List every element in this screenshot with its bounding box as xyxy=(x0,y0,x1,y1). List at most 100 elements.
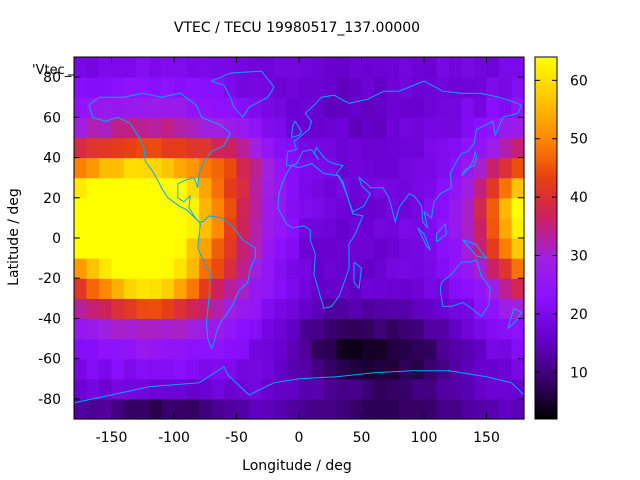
heatmap-cell xyxy=(211,57,225,78)
heatmap-cell xyxy=(274,238,288,259)
heatmap-cell xyxy=(211,197,225,219)
heatmap-cell xyxy=(211,358,225,380)
heatmap-cell xyxy=(436,57,450,78)
heatmap-cell xyxy=(224,358,238,380)
heatmap-cell xyxy=(386,137,400,159)
heatmap-cell xyxy=(299,117,313,139)
heatmap-cell xyxy=(361,358,375,380)
heatmap-cell xyxy=(261,117,275,139)
heatmap-cell xyxy=(386,217,400,239)
heatmap-cell xyxy=(286,77,300,98)
heatmap-cell xyxy=(424,298,438,320)
heatmap-cell xyxy=(286,318,300,340)
heatmap-cell xyxy=(461,398,475,420)
heatmap-cell xyxy=(349,157,363,179)
heatmap-cell xyxy=(161,197,175,219)
colorbar-tick-label: 50 xyxy=(570,132,588,148)
heatmap-cell xyxy=(186,137,200,159)
heatmap-cell xyxy=(86,117,100,139)
heatmap-cell xyxy=(161,157,175,179)
heatmap-cell xyxy=(199,238,213,259)
heatmap-cell xyxy=(311,318,325,340)
x-tick-label: -50 xyxy=(225,430,248,446)
heatmap-cell xyxy=(386,97,400,118)
heatmap-cell xyxy=(224,77,238,98)
heatmap-cell xyxy=(74,117,88,139)
heatmap-cell xyxy=(311,378,325,400)
heatmap-cell xyxy=(499,137,513,159)
heatmap-cell xyxy=(486,298,500,320)
heatmap-cell xyxy=(474,137,488,159)
heatmap-cell xyxy=(374,338,388,360)
heatmap-cell xyxy=(386,338,400,360)
heatmap-cell xyxy=(286,137,300,159)
heatmap-cell xyxy=(511,318,525,340)
heatmap-cell xyxy=(449,378,463,400)
heatmap-cell xyxy=(436,97,450,118)
heatmap-cell xyxy=(386,177,400,199)
heatmap-cell xyxy=(111,97,125,118)
heatmap-cell xyxy=(274,278,288,299)
heatmap-cell xyxy=(474,258,488,279)
heatmap-cell xyxy=(186,197,200,219)
heatmap-cell xyxy=(436,197,450,219)
heatmap-cell xyxy=(474,238,488,259)
heatmap-cell xyxy=(461,77,475,98)
x-axis-label: Longitude / deg xyxy=(242,458,352,474)
heatmap-cell xyxy=(111,358,125,380)
heatmap-cell xyxy=(136,358,150,380)
heatmap-cell xyxy=(99,338,113,360)
heatmap-cell xyxy=(474,358,488,380)
heatmap-cell xyxy=(124,177,138,199)
heatmap-cell xyxy=(486,117,500,139)
heatmap-cell xyxy=(224,318,238,340)
heatmap-cell xyxy=(111,57,125,78)
heatmap-cell xyxy=(111,217,125,239)
heatmap-cell xyxy=(261,338,275,360)
heatmap-cell xyxy=(511,258,525,279)
coastline xyxy=(507,307,523,329)
heatmap-cell xyxy=(486,258,500,279)
heatmap-cell xyxy=(211,258,225,279)
heatmap-cell xyxy=(424,378,438,400)
heatmap-cell xyxy=(199,157,213,179)
heatmap-cell xyxy=(361,197,375,219)
heatmap-cell xyxy=(86,177,100,199)
heatmap-cell xyxy=(374,318,388,340)
heatmap-cell xyxy=(149,278,163,299)
heatmap-cell xyxy=(324,238,338,259)
heatmap-cell xyxy=(199,77,213,98)
heatmap-cell xyxy=(224,378,238,400)
heatmap-cell xyxy=(474,378,488,400)
heatmap-cell xyxy=(311,358,325,380)
heatmap-cell xyxy=(74,197,88,219)
heatmap-cell xyxy=(461,378,475,400)
heatmap-cell xyxy=(336,278,350,299)
heatmap-cell xyxy=(436,157,450,179)
heatmap-cell xyxy=(149,238,163,259)
heatmap-cell xyxy=(424,278,438,299)
heatmap-cell xyxy=(99,137,113,159)
heatmap-cell xyxy=(424,338,438,360)
heatmap-cell xyxy=(399,117,413,139)
heatmap-cell xyxy=(186,278,200,299)
heatmap-cell xyxy=(324,318,338,340)
heatmap-cell xyxy=(224,177,238,199)
y-tick-label: -80 xyxy=(38,392,61,408)
heatmap-cell xyxy=(374,57,388,78)
heatmap-cell xyxy=(449,318,463,340)
heatmap-cell xyxy=(274,358,288,380)
heatmap-cell xyxy=(386,278,400,299)
heatmap-cell xyxy=(436,177,450,199)
heatmap-cell xyxy=(186,258,200,279)
heatmap-cell xyxy=(124,298,138,320)
coastline xyxy=(73,365,525,404)
heatmap-cell xyxy=(111,278,125,299)
heatmap-cell xyxy=(461,318,475,340)
heatmap-cell xyxy=(386,77,400,98)
heatmap-cell xyxy=(236,298,250,320)
heatmap-cell xyxy=(211,157,225,179)
heatmap-cell xyxy=(224,137,238,159)
heatmap-cell xyxy=(374,97,388,118)
heatmap-cell xyxy=(249,137,263,159)
